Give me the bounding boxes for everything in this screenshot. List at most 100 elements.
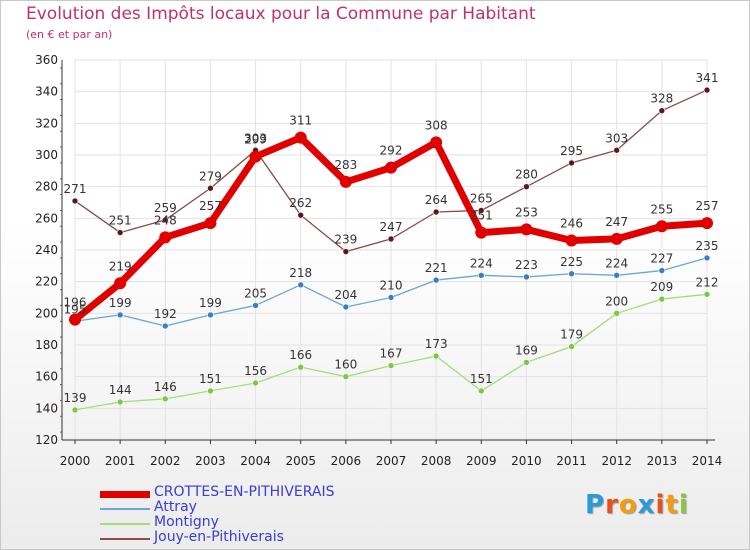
axis-layer: 120 140 160 180 200 220 240 260 280 300 320 340 360 2… [35, 53, 722, 468]
proxiti-logo: Proxiti [585, 490, 689, 520]
data-point [655, 220, 668, 233]
data-point [387, 294, 395, 301]
y-tick-label: 160 [35, 370, 58, 384]
x-tick-label: 2002 [150, 454, 181, 468]
data-label: 283 [334, 158, 357, 172]
data-label: 239 [334, 233, 357, 247]
data-label: 303 [244, 131, 267, 145]
data-point [297, 281, 305, 289]
data-label-layer: 196 219 248 257 299 311 283 292 308 251 253 246 247 2… [64, 71, 719, 405]
data-point [116, 311, 124, 319]
legend-swatch [100, 538, 150, 540]
data-point [207, 184, 214, 192]
x-tick-label: 2008 [421, 454, 452, 468]
data-point [294, 131, 307, 144]
data-point [297, 363, 305, 371]
data-label: 156 [244, 364, 267, 378]
data-point [613, 146, 621, 154]
data-point [432, 352, 440, 360]
x-tick-label: 2001 [105, 454, 136, 468]
y-tick-label: 220 [35, 275, 58, 289]
data-label: 299 [244, 133, 267, 147]
data-label: 262 [289, 196, 312, 210]
data-label: 179 [560, 328, 583, 342]
legend-label: Jouy-en-Pithiverais [154, 529, 284, 545]
data-point [432, 208, 440, 216]
data-point [477, 387, 485, 395]
data-point [701, 217, 713, 230]
data-point [252, 379, 259, 387]
data-label: 223 [515, 258, 538, 272]
data-label: 219 [109, 259, 132, 273]
data-point [161, 322, 169, 330]
data-label: 265 [470, 191, 493, 205]
data-label: 212 [696, 275, 719, 289]
y-tick-label: 260 [35, 211, 58, 225]
data-point [568, 343, 575, 350]
legend-label: CROTTES-EN-PITHIVERAIS [154, 484, 335, 500]
logo-letter: P [585, 490, 606, 520]
y-tick-label: 120 [35, 433, 58, 447]
x-tick-label: 2003 [195, 454, 226, 468]
data-label: 196 [64, 296, 87, 310]
data-point [114, 277, 127, 290]
data-point [297, 211, 305, 219]
data-label: 160 [334, 358, 357, 372]
data-label: 173 [425, 337, 448, 351]
data-label: 151 [199, 372, 222, 386]
data-point [161, 395, 169, 403]
y-tick-label: 140 [35, 401, 58, 415]
legend-label: Attray [154, 499, 197, 515]
data-label: 248 [154, 213, 177, 227]
data-label: 200 [605, 294, 628, 308]
data-label: 169 [515, 343, 538, 357]
data-label: 195 [64, 302, 87, 316]
data-label: 259 [154, 201, 177, 215]
data-point [71, 406, 79, 414]
data-point [159, 231, 172, 244]
data-point [339, 175, 352, 188]
data-point [69, 313, 81, 326]
data-label: 255 [650, 202, 673, 216]
data-point [658, 107, 666, 114]
y-tick-label: 200 [35, 306, 58, 320]
data-label: 205 [244, 286, 267, 300]
data-point [432, 276, 440, 284]
data-label: 204 [334, 288, 357, 302]
data-point [387, 362, 395, 369]
data-point [207, 387, 214, 395]
data-label: 341 [696, 71, 719, 85]
data-label: 139 [64, 391, 87, 405]
logo-letter: t [665, 490, 679, 520]
data-point [613, 310, 621, 317]
x-tick-label: 2014 [692, 454, 723, 468]
data-point [252, 302, 259, 309]
x-tick-label: 2006 [331, 454, 362, 468]
data-point [477, 272, 485, 279]
data-label: 328 [650, 92, 673, 106]
data-label: 264 [425, 193, 448, 207]
x-tick-label: 2012 [601, 454, 632, 468]
data-label: 210 [380, 279, 403, 293]
data-label: 151 [470, 372, 493, 386]
data-point [387, 235, 395, 243]
data-point [703, 291, 711, 298]
data-label: 218 [289, 266, 312, 280]
x-tick-label: 2010 [511, 454, 542, 468]
data-point [204, 217, 217, 230]
data-label: 253 [515, 205, 538, 219]
data-label: 227 [650, 252, 673, 266]
data-label: 146 [154, 380, 177, 394]
data-point [520, 223, 533, 236]
logo-letter: i [655, 490, 666, 520]
data-label: 292 [380, 144, 403, 158]
data-point [207, 311, 214, 319]
legend-label: Montigny [154, 514, 219, 530]
logo-letter: r [605, 490, 619, 520]
legend-swatch [100, 508, 150, 510]
legend-swatch [100, 523, 150, 525]
data-label: 311 [289, 114, 312, 128]
data-label: 192 [154, 307, 177, 321]
data-label: 279 [199, 169, 222, 183]
legend-swatch [100, 490, 150, 498]
